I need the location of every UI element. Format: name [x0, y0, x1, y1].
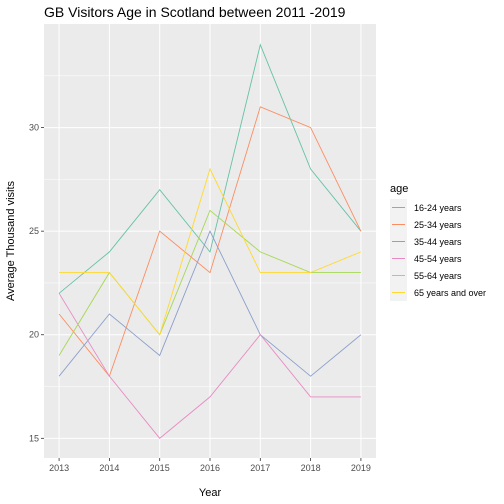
x-axis-title: Year [199, 487, 222, 499]
y-axis-title: Average Thousand visits [5, 180, 17, 301]
x-tick-label: 2018 [301, 463, 321, 473]
x-tick-label: 2015 [150, 463, 170, 473]
legend-label: 65 years and over [414, 288, 486, 298]
legend-label: 35-44 years [414, 237, 462, 247]
legend-label: 25-34 years [414, 220, 462, 230]
chart-title: GB Visitors Age in Scotland between 2011… [44, 4, 346, 20]
x-tick-label: 2014 [99, 463, 119, 473]
y-tick-label: 15 [29, 433, 39, 443]
legend: age 16-24 years 25-34 years 35-44 years 45-… [390, 183, 486, 301]
legend-title: age [390, 183, 408, 195]
legend-label: 55-64 years [414, 271, 462, 281]
legend-label: 16-24 years [414, 203, 462, 213]
x-tick-label: 2016 [200, 463, 220, 473]
x-tick-label: 2013 [49, 463, 69, 473]
y-axis: 15 20 25 30 [29, 123, 44, 444]
x-tick-label: 2019 [351, 463, 371, 473]
y-tick-label: 30 [29, 123, 39, 133]
y-tick-label: 20 [29, 330, 39, 340]
legend-label: 45-54 years [414, 254, 462, 264]
x-tick-label: 2017 [250, 463, 270, 473]
y-tick-label: 25 [29, 226, 39, 236]
x-axis: 2013 2014 2015 2016 2017 2018 2019 [49, 458, 371, 473]
